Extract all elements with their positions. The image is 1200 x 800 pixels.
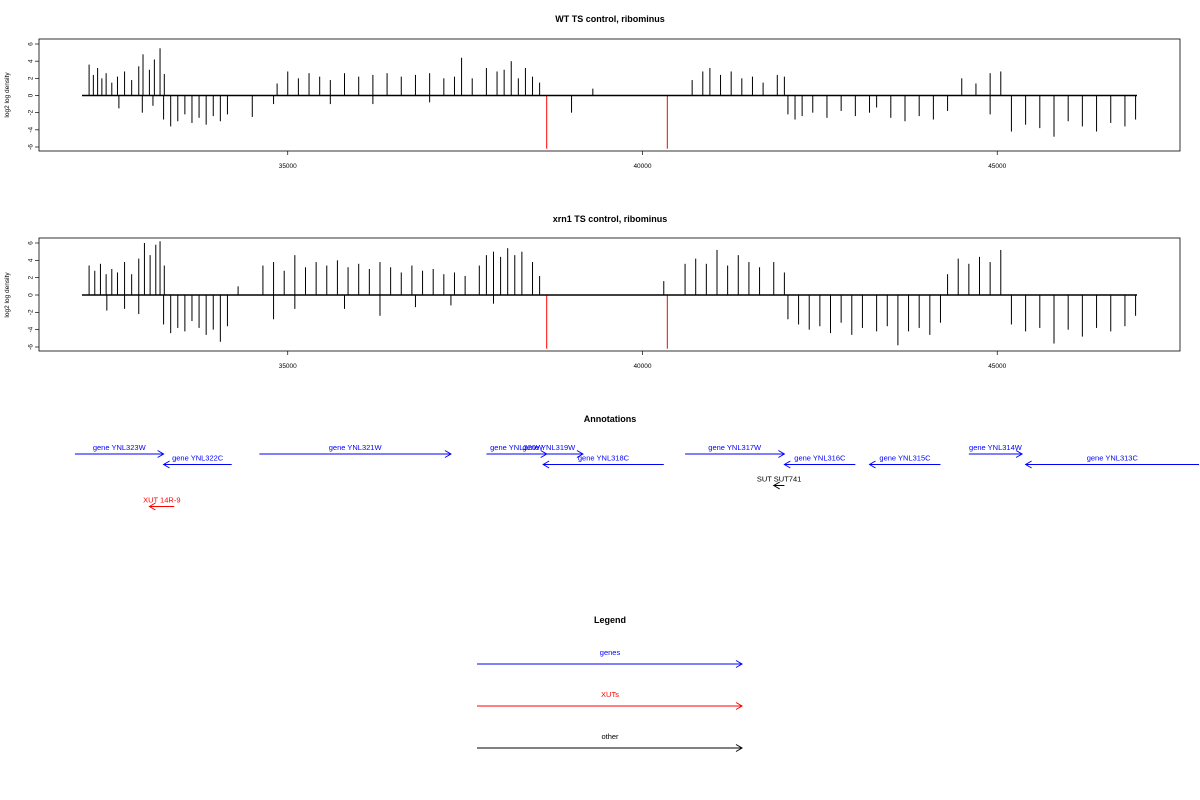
xrn1-x-tick-label: 45000 [988,363,1006,370]
wt-plot-frame [38,38,1181,152]
legend-arrowhead [735,702,743,710]
feature-label: gene YNL321W [329,443,383,452]
xrn1-panel-title: xrn1 TS control, ribominus [553,214,668,224]
xrn1-y-axis-label: log2 log density [4,272,11,318]
xrn1-plot-frame [38,237,1181,352]
legend-arrowhead [735,660,743,668]
xrn1-x-tick-label: 40000 [633,363,651,370]
feature-arrowhead [444,450,452,458]
xrn1-x-tick-label: 35000 [279,363,297,370]
xrn1-y-tick-label: -4 [28,326,35,332]
feature-arrowhead [576,450,584,458]
xrn1-y-tick-label: 4 [28,258,35,262]
feature-label: gene YNL319W [522,443,576,452]
wt-y-tick-label: -4 [28,127,35,133]
feature-label: gene YNL318C [578,454,630,463]
feature-label: gene YNL322C [172,454,224,463]
wt-panel-title: WT TS control, ribominus [555,14,665,24]
annotation-features: gene YNL323W gene YNL322C gene YNL321W gene… [74,443,1199,511]
xrn1-y-tick-label: -2 [28,309,35,315]
wt-x-tick-label: 40000 [633,163,651,170]
xrn1-density-panel: xrn1 TS control, ribominus log2 log dens… [4,214,1181,370]
wt-y-tick-label: 4 [28,59,35,63]
feature-label: gene YNL316C [794,454,846,463]
feature-label: gene YNL313C [1087,454,1139,463]
wt-y-tick-label: -2 [28,109,35,115]
xrn1-bars [82,241,1137,349]
feature-arrowhead [1015,450,1024,458]
feature-label: gene YNL320W [490,443,544,452]
legend-label: genes [600,648,621,657]
legend-title: Legend [594,615,626,625]
feature-arrowhead [868,460,876,469]
xrn1-y-tick-label: 2 [28,275,35,279]
feature-arrowhead [162,460,170,469]
feature-arrowhead [157,450,165,458]
legend-items: genes XUTs other [477,648,743,752]
wt-y-tick-label: 2 [28,76,35,80]
wt-x-tick-label: 35000 [279,163,297,170]
feature-arrowhead [778,450,786,458]
wt-y-tick-label: 6 [28,42,35,46]
legend-label: other [601,732,619,741]
wt-x-tick-label: 45000 [988,163,1006,170]
feature-arrowhead [542,460,550,469]
feature-label: gene YNL314W [969,443,1023,452]
feature-label: SUT SUT741 [757,475,801,484]
feature-arrowhead [148,502,156,511]
wt-y-axis-label: log2 log density [4,72,11,118]
wt-bars [82,48,1137,149]
xrn1-axes: -6 -4 -2 0 2 4 6 35000 40000 45000 [28,241,1007,370]
xrn1-y-tick-label: -6 [28,344,35,350]
feature-label: gene YNL317W [708,443,762,452]
xrn1-y-tick-label: 0 [28,293,35,297]
feature-arrowhead [772,481,780,490]
wt-y-tick-label: 0 [28,93,35,97]
legend-label: XUTs [601,690,619,699]
feature-label: gene YNL315C [879,454,931,463]
feature-arrowhead [783,460,791,469]
feature-label: XUT 14R-9 [143,496,180,505]
wt-axes: -6 -4 -2 0 2 4 6 35000 40000 45000 [28,42,1007,170]
feature-label: gene YNL323W [93,443,147,452]
legend: Legend genes XUTs other [477,615,743,752]
feature-arrowhead [1024,460,1032,469]
wt-y-tick-label: -6 [28,144,35,150]
annotations-title: Annotations [584,414,637,424]
wt-density-panel: WT TS control, ribominus log2 log densit… [4,14,1181,170]
xrn1-y-tick-label: 6 [28,241,35,245]
legend-arrowhead [735,744,743,752]
